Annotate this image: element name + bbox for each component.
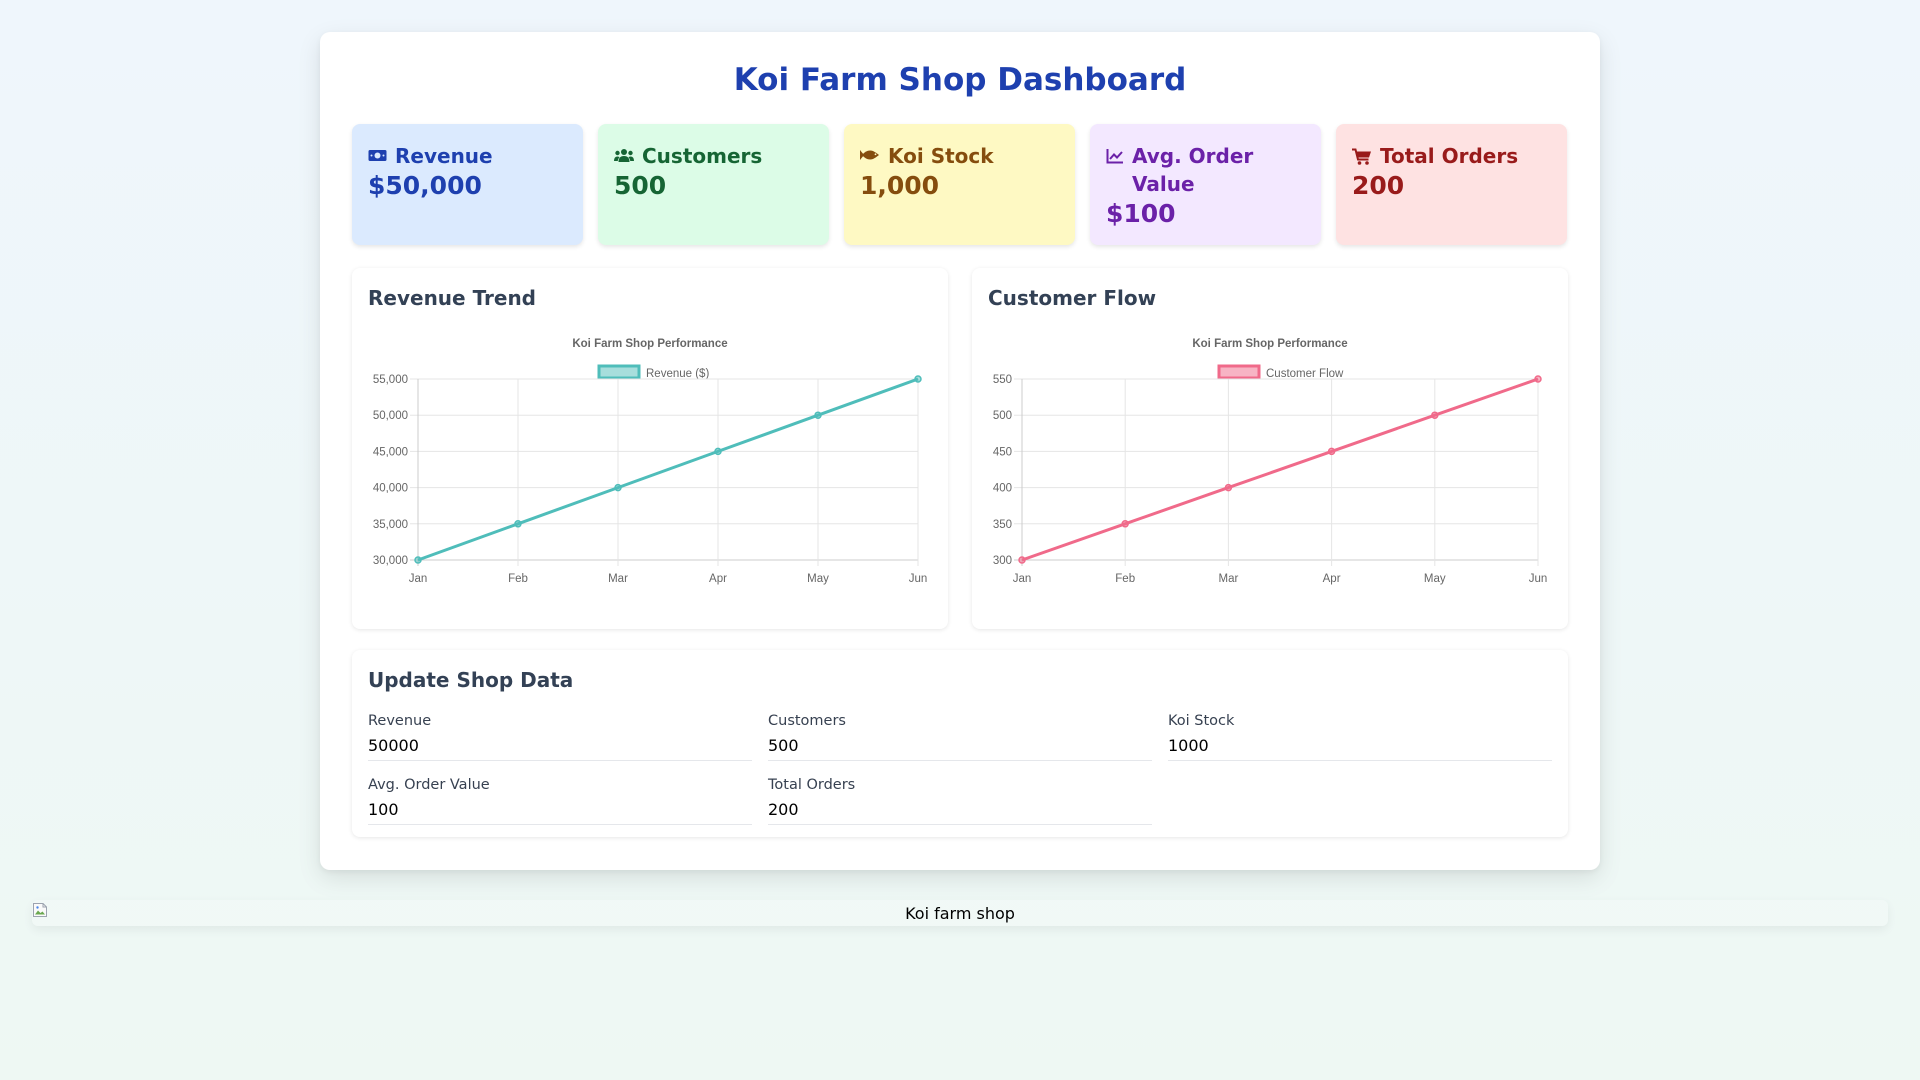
- revenue-input[interactable]: [368, 731, 752, 761]
- dashboard-container: Koi Farm Shop Dashboard Revenue $50,000: [320, 32, 1600, 870]
- revenue-field-label: Revenue: [368, 713, 432, 729]
- customer-data-point[interactable]: [1327, 447, 1336, 456]
- customer-legend-label[interactable]: Customer Flow: [1266, 368, 1344, 380]
- revenue-x-tick-label: Jan: [409, 573, 428, 585]
- revenue-data-point[interactable]: [714, 447, 722, 456]
- revenue-trend-chart[interactable]: Koi Farm Shop Performance Revenue ($) 30,0…: [352, 268, 948, 629]
- customers-field-label: Customers: [768, 713, 846, 729]
- customers-input[interactable]: [768, 731, 1152, 761]
- cart-icon: [1352, 148, 1371, 165]
- koi-stock-card-value: 1,000: [860, 171, 940, 200]
- customer-chart-title: Koi Farm Shop Performance: [1192, 338, 1347, 350]
- total-orders-card: Total Orders 200: [1336, 124, 1567, 245]
- revenue-data-point[interactable]: [414, 556, 422, 564]
- koi-stock-field-label: Koi Stock: [1168, 713, 1235, 729]
- revenue-x-tick-label: Mar: [608, 573, 628, 585]
- customer-y-tick-label: 300: [993, 555, 1012, 567]
- customer-y-tick-label: 400: [993, 483, 1012, 495]
- avg-order-field-label: Avg. Order Value: [368, 777, 490, 793]
- revenue-x-tick-label: Jun: [909, 573, 928, 585]
- customer-flow-chart[interactable]: Koi Farm Shop Performance Customer Flow 30…: [972, 268, 1568, 629]
- avg-order-card-value: $100: [1106, 199, 1176, 228]
- customer-x-tick-label: Feb: [1115, 573, 1135, 585]
- avg-order-card: Avg. Order Value $100: [1090, 124, 1321, 245]
- customer-data-point[interactable]: [1431, 411, 1439, 419]
- revenue-y-tick-label: 45,000: [373, 446, 408, 458]
- revenue-card-value: $50,000: [368, 171, 482, 200]
- customer-data-point[interactable]: [1018, 556, 1026, 564]
- customer-legend-swatch[interactable]: [1217, 364, 1261, 380]
- customer-flow-heading: Customer Flow: [988, 286, 1157, 310]
- total-orders-card-label: Total Orders: [1380, 144, 1519, 168]
- customer-x-tick-label: May: [1424, 573, 1446, 585]
- customer-series-line: [1021, 377, 1539, 562]
- total-orders-input[interactable]: [768, 795, 1152, 825]
- revenue-data-point[interactable]: [914, 375, 922, 383]
- customer-data-point[interactable]: [1121, 520, 1129, 528]
- revenue-trend-panel: Revenue Trend Koi Farm Shop Performance R…: [352, 268, 948, 629]
- customer-x-tick-label: Jan: [1013, 573, 1032, 585]
- customer-x-tick-label: Jun: [1529, 573, 1548, 585]
- revenue-card: Revenue $50,000: [352, 124, 583, 245]
- revenue-legend-swatch[interactable]: [597, 364, 641, 380]
- customer-data-point[interactable]: [1224, 483, 1233, 492]
- revenue-chart-title: Koi Farm Shop Performance: [572, 338, 727, 350]
- page-title: Koi Farm Shop Dashboard: [733, 62, 1187, 98]
- revenue-y-tick-label: 55,000: [373, 374, 408, 386]
- customers-card-value: 500: [614, 171, 667, 200]
- revenue-trend-heading: Revenue Trend: [368, 286, 536, 310]
- customer-x-tick-label: Apr: [1323, 573, 1341, 585]
- customer-flow-panel: Customer Flow Koi Farm Shop Performance C…: [972, 268, 1568, 629]
- koi-stock-card-label: Koi Stock: [888, 144, 994, 168]
- users-icon: [614, 149, 634, 162]
- customer-y-tick-label: 500: [993, 410, 1012, 422]
- fish-icon: [860, 150, 879, 160]
- revenue-card-label: Revenue: [395, 144, 493, 168]
- money-bill-icon: [368, 150, 387, 161]
- revenue-x-tick-label: Feb: [508, 573, 528, 585]
- customers-card: Customers 500: [598, 124, 829, 245]
- revenue-y-tick-label: 30,000: [373, 555, 408, 567]
- revenue-y-tick-label: 50,000: [373, 410, 408, 422]
- update-form-heading: Update Shop Data: [368, 668, 574, 692]
- update-form-panel: Update Shop Data Revenue Customers Koi S…: [352, 650, 1568, 837]
- revenue-data-point[interactable]: [614, 483, 622, 492]
- revenue-data-point[interactable]: [514, 520, 522, 528]
- revenue-series-line: [417, 377, 919, 562]
- broken-image-icon: [33, 903, 47, 917]
- revenue-y-tick-label: 40,000: [373, 483, 408, 495]
- customer-data-point[interactable]: [1534, 375, 1542, 383]
- customers-card-label: Customers: [642, 144, 763, 168]
- customer-x-tick-label: Mar: [1218, 573, 1238, 585]
- revenue-x-tick-label: Apr: [709, 573, 727, 585]
- image-alt-text: Koi farm shop: [905, 904, 1015, 923]
- customer-y-tick-label: 450: [993, 446, 1012, 458]
- customer-y-tick-label: 350: [993, 519, 1012, 531]
- revenue-data-point[interactable]: [814, 411, 822, 419]
- total-orders-field-label: Total Orders: [768, 777, 856, 793]
- koi-farm-image: Koi farm shop: [32, 900, 1888, 926]
- avg-order-input[interactable]: [368, 795, 752, 825]
- avg-order-card-label: Avg. Order Value: [1132, 144, 1254, 196]
- total-orders-card-value: 200: [1352, 171, 1405, 200]
- koi-stock-input[interactable]: [1168, 731, 1552, 761]
- revenue-x-tick-label: May: [807, 573, 829, 585]
- customer-y-tick-label: 550: [993, 374, 1012, 386]
- revenue-legend-label[interactable]: Revenue ($): [646, 368, 709, 380]
- chart-line-icon: [1106, 149, 1123, 164]
- koi-stock-card: Koi Stock 1,000: [844, 124, 1075, 245]
- revenue-y-tick-label: 35,000: [373, 519, 408, 531]
